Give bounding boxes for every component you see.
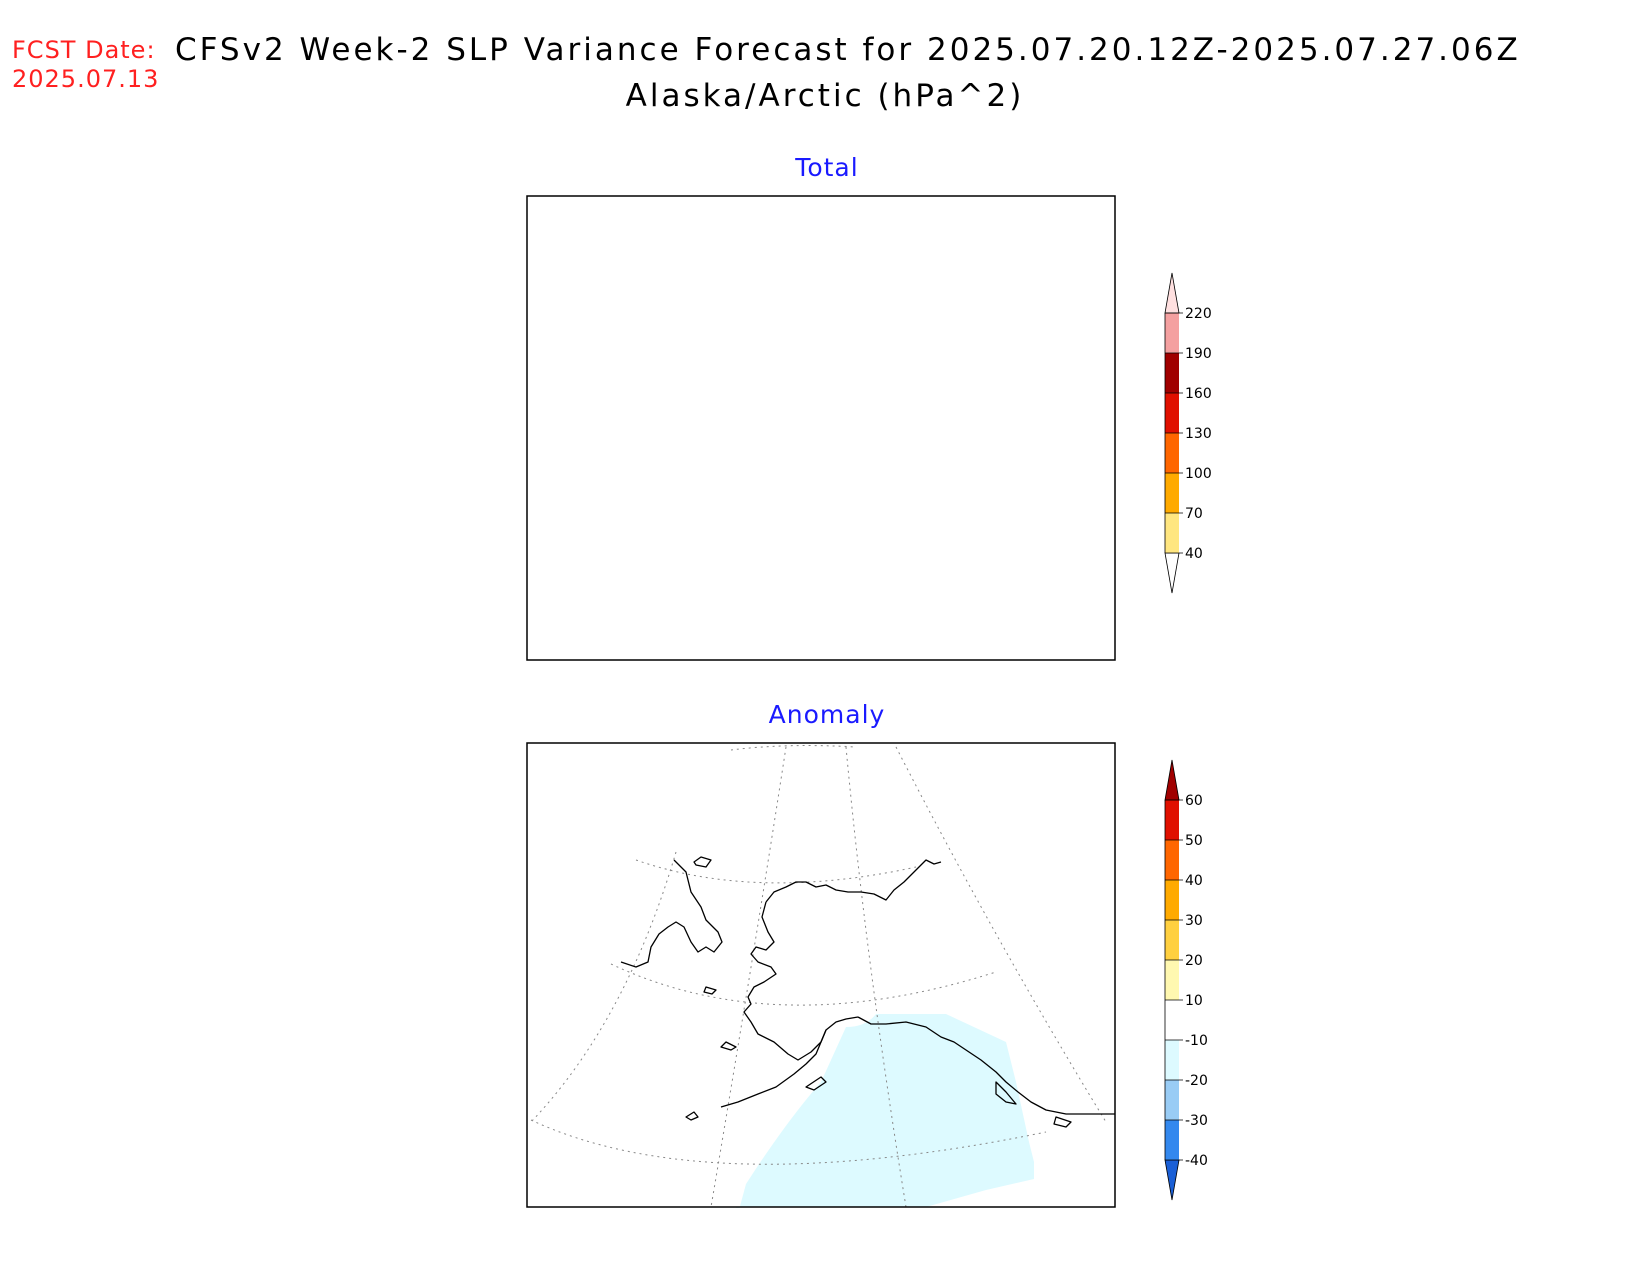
colorbar-triangle-low (1164, 552, 1180, 594)
colorbar-segment (1165, 473, 1179, 513)
coastline-path (693, 856, 712, 868)
colorbar-triangle-high (1164, 272, 1180, 314)
colorbar-tick-label: 160 (1185, 386, 1212, 402)
colorbar-segment (1165, 1040, 1179, 1080)
coastline-path (720, 1029, 827, 1108)
colorbar-tick-label: 50 (1185, 833, 1203, 849)
graticule-line (530, 851, 677, 1123)
colorbar-tick-label: 220 (1185, 306, 1212, 322)
anomaly-shading (736, 1014, 1034, 1208)
colorbar-tick-label: 20 (1185, 953, 1203, 969)
colorbar-segment (1165, 1000, 1179, 1040)
colorbar-segment (1165, 920, 1179, 960)
colorbar-tick-label: 40 (1185, 873, 1203, 889)
coastline-path (805, 1076, 827, 1091)
colorbar-segment (1165, 960, 1179, 1000)
coastline-path (743, 901, 859, 1061)
graticule-line (635, 859, 917, 884)
colorbar-total: 40 70 100 130 160 190 220 (1164, 272, 1212, 594)
colorbar-tick-label: 60 (1185, 793, 1203, 809)
colorbar-triangle-high (1164, 759, 1180, 801)
graticule-line (845, 746, 907, 1208)
coastline-path (685, 1111, 699, 1121)
colorbar-tick-label: -20 (1185, 1073, 1208, 1089)
colorbar-segment (1165, 353, 1179, 393)
colorbar-tick-label: 40 (1185, 546, 1203, 562)
colorbar-tick-label: 190 (1185, 346, 1212, 362)
main-subtitle: Alaska/Arctic (hPa^2) (625, 78, 1025, 114)
colorbar-triangle-low (1164, 1159, 1180, 1201)
colorbar-segment (1165, 433, 1179, 473)
colorbar-tick-label: -40 (1185, 1153, 1208, 1169)
coastline-path (720, 1041, 737, 1051)
coastline-path (703, 986, 717, 995)
fcst-date-block: FCST Date: 2025.07.13 (12, 36, 159, 94)
colorbar-tick-label: 30 (1185, 913, 1203, 929)
colorbar-segment (1165, 880, 1179, 920)
graticule-line (895, 746, 1107, 1123)
colorbar-tick-label: 130 (1185, 426, 1212, 442)
coastline-path (995, 1081, 1017, 1105)
colorbar-tick-label: 100 (1185, 466, 1212, 482)
panel-title-anomaly: Anomaly (768, 700, 886, 729)
coastline-path (620, 859, 723, 968)
colorbar-tick-label: -30 (1185, 1113, 1208, 1129)
colorbar-anomaly: -40 -30 -20 -10 10 20 30 40 50 60 (1164, 759, 1208, 1201)
colorbar-segment (1165, 393, 1179, 433)
coastline-path (1053, 1116, 1072, 1128)
map-frame (526, 742, 1116, 1208)
graticule-line (730, 745, 857, 751)
colorbar-segment (1165, 313, 1179, 353)
colorbar-tick-label: -10 (1185, 1033, 1208, 1049)
coastline-path (857, 1016, 1115, 1115)
colorbar-segment (1165, 513, 1179, 553)
map-panel-total (526, 195, 1116, 661)
map-frame (526, 195, 1116, 661)
colorbar-tick-label: 10 (1185, 993, 1203, 1009)
main-title: CFSv2 Week-2 SLP Variance Forecast for 2… (175, 32, 1521, 68)
coastline-path (765, 859, 942, 903)
graticule-line (530, 1119, 1047, 1165)
colorbar-segment (1165, 840, 1179, 880)
graticule (530, 745, 1107, 1208)
panel-title-total: Total (795, 153, 859, 182)
map-panel-anomaly (526, 742, 1116, 1208)
graticule-line (710, 746, 787, 1208)
fcst-date-label: FCST Date: (12, 36, 156, 64)
coastline (620, 856, 1115, 1128)
fcst-date-value: 2025.07.13 (12, 65, 160, 93)
graticule-line (610, 963, 997, 1006)
colorbar-tick-label: 70 (1185, 506, 1203, 522)
colorbar-segment (1165, 1080, 1179, 1120)
colorbar-segment (1165, 1120, 1179, 1160)
colorbar-segment (1165, 800, 1179, 840)
